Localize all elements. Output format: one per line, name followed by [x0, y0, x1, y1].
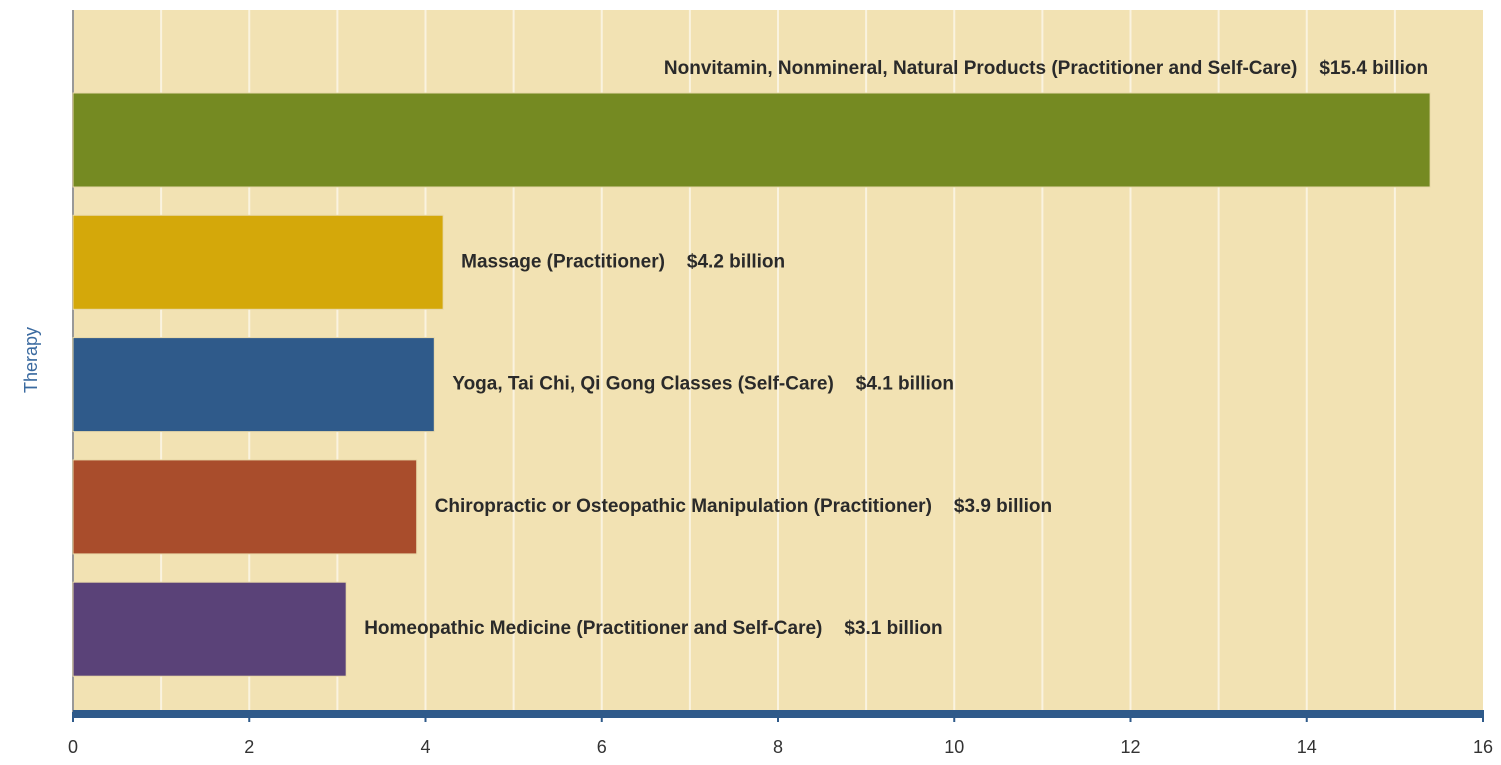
- bar-label: Homeopathic Medicine (Practitioner and S…: [364, 618, 942, 639]
- category-label: Nonvitamin, Nonmineral, Natural Products…: [664, 58, 1297, 79]
- y-axis-label: Therapy: [21, 327, 41, 393]
- category-label: Massage (Practitioner): [461, 251, 665, 272]
- bar: [72, 337, 435, 433]
- value-label: $3.9 billion: [954, 496, 1052, 517]
- bar-label: Yoga, Tai Chi, Qi Gong Classes (Self-Car…: [452, 374, 954, 395]
- x-tick-label: 12: [1120, 737, 1140, 757]
- value-label: $15.4 billion: [1319, 58, 1428, 79]
- x-tick-label: 2: [244, 737, 254, 757]
- bar: [72, 581, 347, 677]
- x-tick-label: 10: [944, 737, 964, 757]
- x-tick-label: 0: [68, 737, 78, 757]
- value-label: $4.2 billion: [687, 251, 785, 272]
- value-label: $4.1 billion: [856, 374, 954, 395]
- bar-label: Nonvitamin, Nonmineral, Natural Products…: [664, 58, 1428, 79]
- category-label: Yoga, Tai Chi, Qi Gong Classes (Self-Car…: [452, 374, 833, 395]
- x-tick-label: 14: [1297, 737, 1317, 757]
- bar: [72, 92, 1431, 188]
- x-tick-label: 8: [773, 737, 783, 757]
- value-label: $3.1 billion: [844, 618, 942, 639]
- category-label: Chiropractic or Osteopathic Manipulation…: [435, 496, 932, 517]
- x-tick-label: 16: [1473, 737, 1493, 757]
- bar-label: Massage (Practitioner) $4.2 billion: [461, 251, 785, 272]
- x-tick-label: 6: [597, 737, 607, 757]
- bar: [72, 214, 444, 310]
- x-tick-label: 4: [420, 737, 430, 757]
- bar-label: Chiropractic or Osteopathic Manipulation…: [435, 496, 1052, 517]
- bar: [72, 459, 418, 555]
- category-label: Homeopathic Medicine (Practitioner and S…: [364, 618, 822, 639]
